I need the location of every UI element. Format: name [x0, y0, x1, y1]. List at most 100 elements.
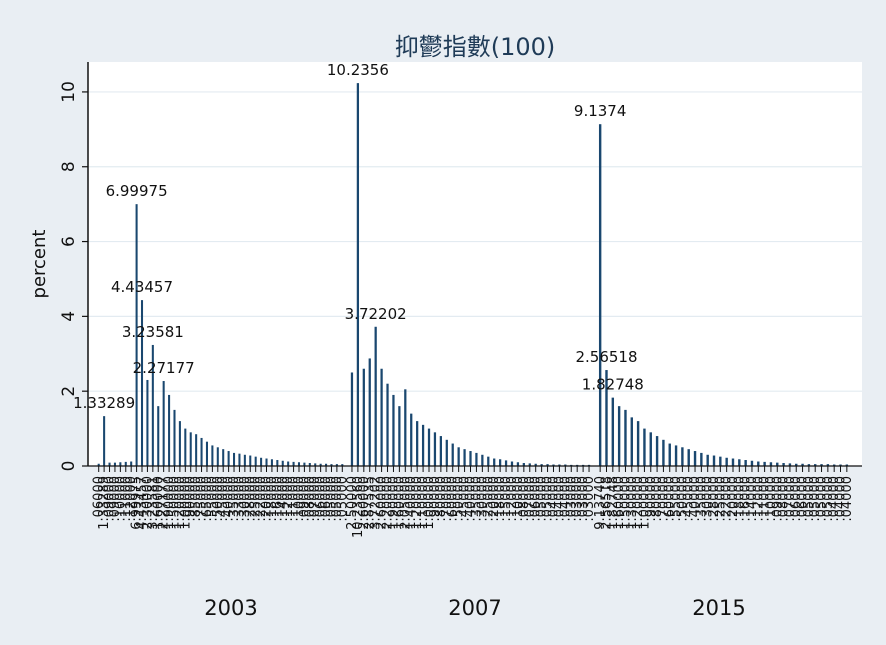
x-tick-label: .30000	[701, 476, 716, 522]
bar	[475, 452, 478, 466]
bar	[330, 464, 333, 466]
data-label: 3.72202	[345, 305, 407, 323]
bar	[712, 455, 716, 466]
x-tick-label: 2.05000	[398, 476, 413, 530]
bar	[564, 464, 567, 466]
x-axis-ticks: .060001.33289.09000.09000.10000.11000.12…	[92, 466, 855, 538]
x-tick-label: 1.40000	[404, 476, 419, 530]
x-tick-label: .10000	[292, 476, 307, 522]
x-tick-label: .07000	[783, 476, 798, 522]
x-tick-label: .06000	[319, 476, 334, 522]
x-tick-label: .45000	[682, 476, 697, 522]
bar	[725, 457, 728, 466]
x-tick-label: 1.00000	[637, 476, 652, 530]
x-tick-label: .55000	[669, 476, 684, 522]
x-tick-label: .80000	[434, 476, 449, 522]
bar	[162, 381, 165, 466]
bar	[605, 370, 608, 466]
bar	[487, 456, 490, 466]
bar	[681, 447, 684, 466]
bar	[630, 417, 633, 466]
x-tick-label: .09000	[103, 476, 118, 522]
bar	[826, 464, 830, 466]
bar	[314, 463, 317, 466]
chart-title: 抑鬱指數(100)	[395, 33, 556, 61]
x-tick-label: .06000	[789, 476, 804, 522]
y-tick-label: 10	[59, 81, 79, 103]
bar	[416, 421, 419, 466]
x-tick-label: 1.00000	[178, 476, 193, 530]
bar	[668, 443, 671, 466]
bar	[404, 389, 407, 466]
data-label: 1.33289	[73, 394, 135, 412]
bar	[687, 449, 690, 466]
x-tick-label: .80000	[650, 476, 665, 522]
x-tick-label: .14000	[745, 476, 760, 522]
bar	[763, 461, 766, 466]
x-tick-label: .50000	[211, 476, 226, 522]
bar	[233, 452, 236, 466]
x-tick-label: .60000	[663, 476, 678, 522]
x-tick-label: 1.20000	[173, 476, 188, 530]
bar	[738, 459, 741, 466]
x-tick-label: .05000	[815, 476, 830, 522]
bar	[368, 358, 371, 466]
bar	[617, 406, 621, 466]
x-tick-label: .40000	[688, 476, 703, 522]
bar	[807, 464, 811, 466]
x-tick-label: 1.60000	[392, 476, 407, 530]
x-tick-label: .05000	[541, 476, 556, 522]
x-tick-label: 1.00000	[422, 476, 437, 530]
bar	[655, 436, 659, 466]
x-tick-label: 1.20000	[410, 476, 425, 530]
bar	[499, 459, 502, 466]
bar	[308, 463, 311, 466]
x-tick-label: 1.90000	[386, 476, 401, 530]
bar	[463, 449, 466, 466]
x-tick-label: .70000	[656, 476, 671, 522]
bar	[119, 462, 122, 466]
bar	[380, 368, 383, 466]
x-tick-label: .05000	[330, 476, 345, 522]
bar	[845, 464, 849, 466]
x-tick-label: 1.60000	[151, 476, 166, 530]
x-tick-label: .40000	[464, 476, 479, 522]
bar	[97, 463, 100, 466]
x-tick-label: .04000	[834, 476, 849, 522]
bar	[146, 379, 149, 466]
x-tick-label: .90000	[184, 476, 199, 522]
bar	[254, 456, 257, 466]
x-tick-label: .03000	[570, 476, 585, 522]
bar	[184, 428, 187, 466]
x-tick-label: .05000	[802, 476, 817, 522]
bar	[178, 421, 181, 466]
x-tick-label: .04000	[840, 476, 855, 522]
x-tick-label: .35000	[227, 476, 242, 522]
x-tick-label: .65000	[200, 476, 215, 522]
bar	[292, 461, 295, 466]
bar	[522, 463, 525, 466]
x-tick-label: .45000	[458, 476, 473, 522]
x-tick-label: .05000	[324, 476, 339, 522]
bar	[788, 463, 792, 466]
bar	[421, 424, 425, 466]
bar	[303, 462, 306, 466]
x-tick-label: .03000	[582, 476, 597, 522]
x-tick-label: .05000	[821, 476, 836, 522]
x-tick-label: .08000	[303, 476, 318, 522]
x-tick-label: 4.43457	[135, 476, 150, 530]
bar	[249, 455, 252, 466]
bar	[341, 464, 344, 466]
bar	[820, 464, 823, 466]
data-labels-layer: 1.33289 6.99975 4.43457 3.23581 2.27177 10.23…	[73, 61, 644, 412]
x-tick-label: .16000	[270, 476, 285, 522]
x-tick-label: 2.60000	[357, 476, 372, 530]
x-tick-label: .25000	[713, 476, 728, 522]
x-tick-label: .18000	[265, 476, 280, 522]
bar	[795, 463, 798, 466]
bar	[173, 409, 176, 466]
bar	[103, 416, 106, 466]
data-label: 6.99975	[106, 182, 168, 200]
plot-area	[88, 62, 862, 466]
x-tick-label: .07000	[308, 476, 323, 522]
